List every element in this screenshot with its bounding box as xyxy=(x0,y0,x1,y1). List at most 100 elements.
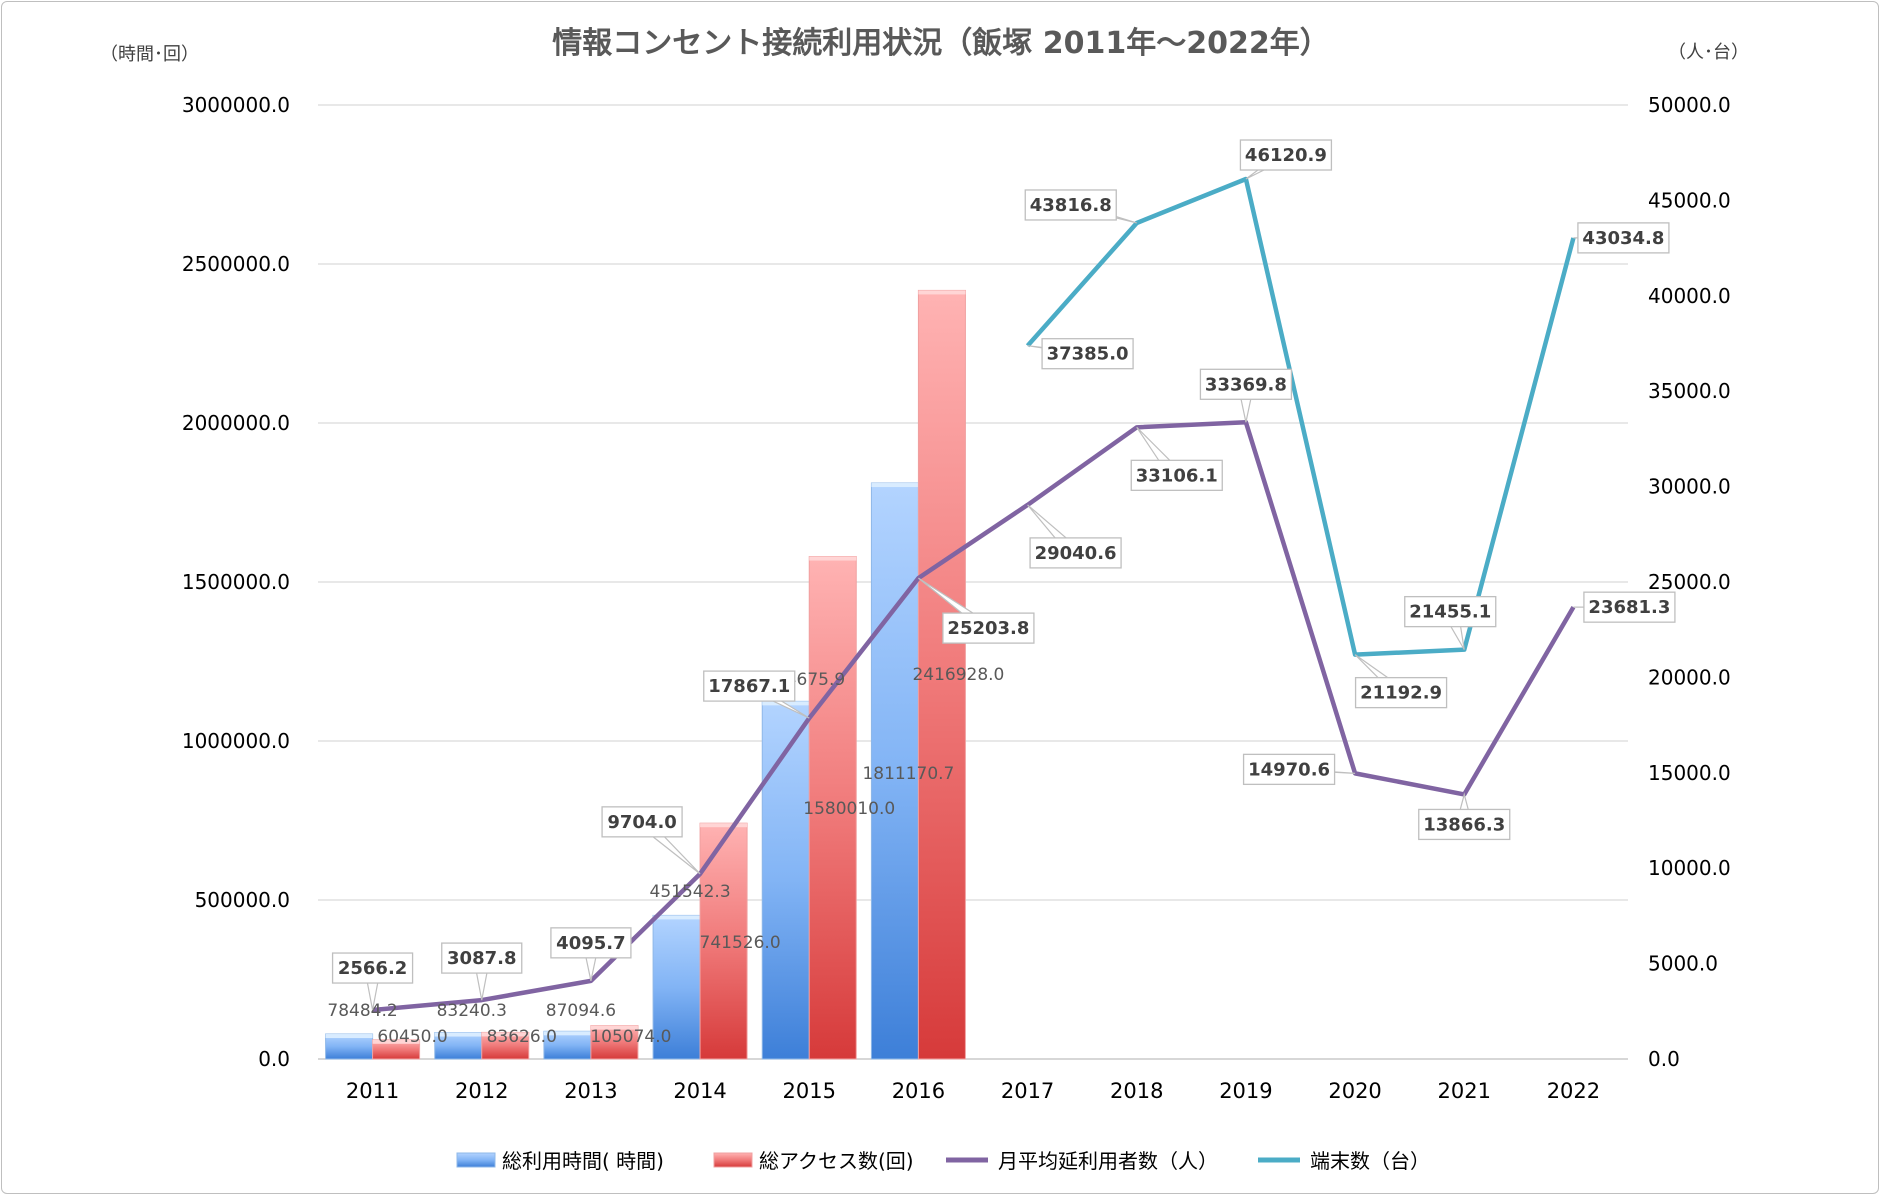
y-left-tick-label: 3000000.0 xyxy=(182,93,290,117)
line-value-label: 21455.1 xyxy=(1409,602,1491,623)
y-right-tick-label: 40000.0 xyxy=(1648,284,1731,308)
bar-top-highlight xyxy=(543,1031,591,1036)
bar-total-time xyxy=(652,914,701,1060)
left-axis-unit: （時間･回） xyxy=(100,44,199,65)
y-right-tick-label: 5000.0 xyxy=(1648,952,1718,976)
bar-total-time xyxy=(434,1032,483,1060)
y-left-tick-label: 0.0 xyxy=(258,1047,290,1071)
y-left-tick-label: 2500000.0 xyxy=(182,252,290,276)
bar-value-label: 83240.3 xyxy=(437,1001,507,1021)
line-value-label: 17867.1 xyxy=(708,676,790,697)
bar-value-label: 83626.0 xyxy=(487,1027,557,1047)
bar-top-highlight xyxy=(653,915,701,920)
legend-item: 月平均延利用者数（人） xyxy=(946,1149,1218,1173)
y-right-tick-label: 50000.0 xyxy=(1648,93,1731,117)
users-line xyxy=(372,420,1576,1013)
callout-box xyxy=(1583,591,1676,623)
bar-value-label: 741526.0 xyxy=(700,933,781,953)
y-right-tick-label: 15000.0 xyxy=(1648,761,1731,785)
line-value-label: 37385.0 xyxy=(1047,344,1129,365)
line-value-label: 29040.6 xyxy=(1035,543,1117,564)
axes: 0.0 500000.0 1000000.0 1500000.0 2000000.0 25… xyxy=(182,93,1731,1103)
callout-box xyxy=(1024,189,1117,221)
y-right-tick-label: 20000.0 xyxy=(1648,665,1731,689)
x-tick-label: 2022 xyxy=(1547,1079,1600,1103)
legend-item: 総利用時間( 時間) xyxy=(456,1149,664,1173)
bar-value-label: 78484.2 xyxy=(327,1001,397,1021)
y-right-tick-label: 30000.0 xyxy=(1648,475,1731,499)
line-value-label: 33106.1 xyxy=(1136,465,1218,486)
callout-box xyxy=(1130,459,1223,491)
callout-box xyxy=(1239,139,1333,171)
bar-top-highlight xyxy=(700,823,748,828)
lines xyxy=(372,176,1576,1013)
callout-box xyxy=(1577,222,1670,254)
bar-top-highlight xyxy=(590,1025,638,1030)
bars xyxy=(325,289,966,1060)
legend-label: 総利用時間( 時間) xyxy=(502,1149,664,1173)
legend-swatch xyxy=(713,1152,753,1168)
line-value-label: 4095.7 xyxy=(556,933,625,954)
gridlines xyxy=(318,104,1628,1060)
callout-box xyxy=(703,670,796,702)
bar-total-access xyxy=(808,556,857,1060)
legend-label: 月平均延利用者数（人） xyxy=(998,1149,1218,1173)
callout-box xyxy=(942,612,1035,644)
callout-box xyxy=(1029,537,1122,569)
bar-value-label: 451542.3 xyxy=(650,882,731,902)
legend-item: 総アクセス数(回) xyxy=(713,1149,914,1173)
line-value-label: 21192.9 xyxy=(1360,683,1442,704)
callout-box xyxy=(441,942,523,974)
bar-top-highlight xyxy=(325,1034,373,1039)
y-right-tick-label: 35000.0 xyxy=(1648,379,1731,403)
line-value-label: 13866.3 xyxy=(1423,814,1505,835)
y-left-tick-label: 1000000.0 xyxy=(182,729,290,753)
y-right-tick-label: 45000.0 xyxy=(1648,188,1731,212)
bar-value-label: 87094.6 xyxy=(546,1001,616,1021)
line-value-label: 46120.9 xyxy=(1245,145,1327,166)
callout-box xyxy=(1242,753,1336,786)
y-right-tick-label: 10000.0 xyxy=(1648,856,1731,880)
bar-top-highlight xyxy=(372,1039,420,1044)
legend: 総利用時間( 時間) 総アクセス数(回) 月平均延利用者数（人） 端末数（台） xyxy=(456,1149,1430,1173)
x-tick-label: 2014 xyxy=(673,1079,726,1103)
line-value-label: 14970.6 xyxy=(1248,759,1330,780)
bar-top-highlight xyxy=(918,290,966,295)
bar-top-highlight xyxy=(481,1032,529,1037)
x-tick-label: 2011 xyxy=(346,1079,399,1103)
callout-box xyxy=(550,927,632,959)
callout-box xyxy=(1199,368,1293,400)
right-axis-unit: （人･台） xyxy=(1668,42,1749,63)
legend-label: 総アクセス数(回) xyxy=(759,1149,914,1173)
y-left-tick-label: 1500000.0 xyxy=(182,570,290,594)
bar-top-highlight xyxy=(434,1032,482,1037)
line-value-label: 43034.8 xyxy=(1582,228,1664,249)
bar-top-highlight xyxy=(809,556,857,561)
callout-box xyxy=(1041,338,1134,370)
bar-total-time xyxy=(870,482,919,1060)
legend-swatch xyxy=(456,1152,496,1168)
y-left-tick-label: 2000000.0 xyxy=(182,411,290,435)
line-value-label: 9704.0 xyxy=(607,812,676,833)
bar-total-access xyxy=(917,289,966,1060)
x-tick-label: 2013 xyxy=(564,1079,617,1103)
x-tick-label: 2021 xyxy=(1438,1079,1491,1103)
callout-box xyxy=(1418,808,1511,841)
line-value-label: 33369.8 xyxy=(1205,374,1287,395)
bar-value-label: 105074.0 xyxy=(590,1027,671,1047)
bar-total-time xyxy=(761,700,810,1060)
y-left-tick-label: 500000.0 xyxy=(195,888,290,912)
line-value-label: 25203.8 xyxy=(947,618,1029,639)
x-tick-label: 2019 xyxy=(1219,1079,1272,1103)
x-tick-label: 2017 xyxy=(1001,1079,1054,1103)
x-tick-label: 2016 xyxy=(892,1079,945,1103)
x-tick-label: 2015 xyxy=(783,1079,836,1103)
terminals-line xyxy=(1025,176,1576,657)
callout-box xyxy=(601,806,683,838)
x-tick-label: 2020 xyxy=(1328,1079,1381,1103)
y-right-tick-label: 25000.0 xyxy=(1648,570,1731,594)
line-value-label: 43816.8 xyxy=(1030,195,1112,216)
chart-title: 情報コンセント接続利用状況（飯塚 2011年〜2022年） xyxy=(552,26,1329,61)
